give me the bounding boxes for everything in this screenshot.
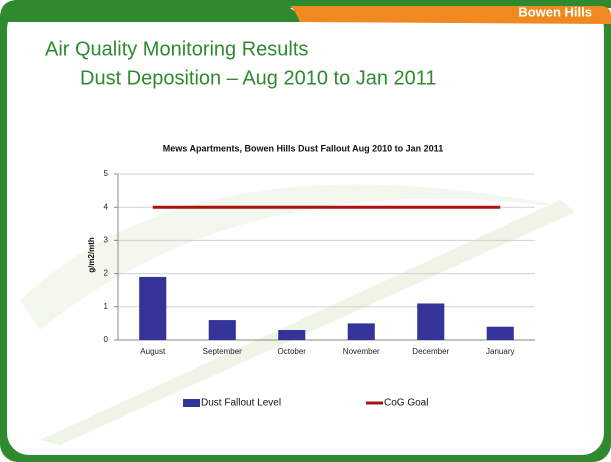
x-tick-label: October (278, 347, 307, 356)
y-tick-label: 3 (104, 236, 109, 245)
bar (139, 276, 167, 340)
chart-title: Mews Apartments, Bowen Hills Dust Fallou… (163, 143, 443, 153)
x-tick-label: December (412, 347, 449, 356)
bar (208, 320, 236, 340)
y-tick-label: 1 (104, 302, 109, 311)
slide-subtitle: Dust Deposition – Aug 2010 to Jan 2011 (80, 67, 437, 89)
x-tick-label: November (343, 347, 380, 356)
bar (347, 323, 375, 340)
legend-swatch (183, 399, 200, 407)
background-swoosh (40, 200, 575, 445)
y-tick-label: 2 (104, 269, 109, 278)
x-tick-label: January (486, 347, 514, 356)
x-tick-label: September (203, 347, 242, 356)
slide-title: Air Quality Monitoring Results (45, 38, 308, 60)
slide-tag: Bowen Hills (518, 4, 592, 19)
y-tick-label: 5 (104, 169, 109, 178)
y-tick-label: 4 (104, 202, 109, 211)
tag-band (290, 6, 611, 24)
legend-label: CoG Goal (384, 398, 428, 409)
bar (278, 330, 306, 340)
background-swoosh (20, 184, 580, 330)
y-tick-label: 0 (104, 335, 109, 344)
top-band (0, 0, 611, 22)
bar (486, 326, 514, 340)
slide-body (7, 7, 604, 455)
x-tick-label: August (140, 347, 166, 356)
bar (417, 303, 445, 340)
y-axis-label: g/m2/mth (87, 237, 96, 273)
legend-label: Dust Fallout Level (201, 398, 281, 409)
